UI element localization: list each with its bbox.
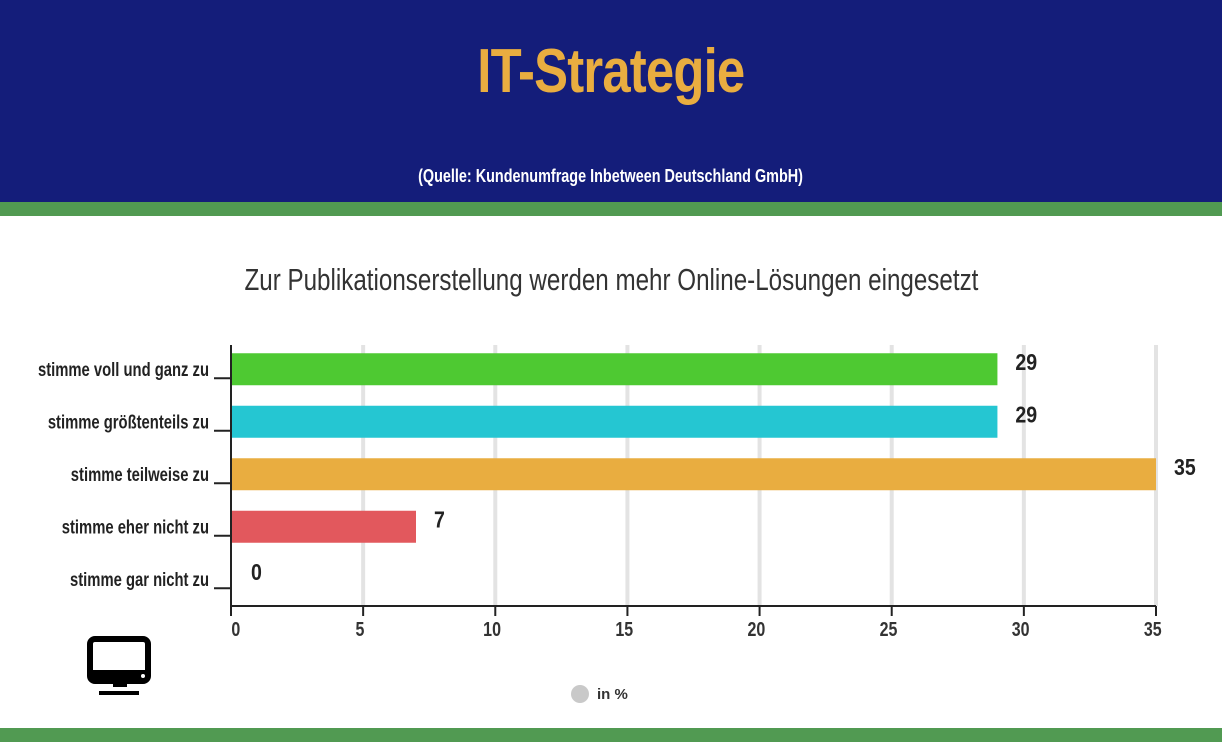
- data-label: 29: [1015, 350, 1037, 376]
- y-tick-label: stimme teilweise zu: [71, 465, 209, 486]
- data-label: 29: [1015, 402, 1037, 428]
- data-label: 35: [1174, 455, 1196, 481]
- x-tick-label: 30: [1012, 618, 1030, 640]
- monitor-icon: [87, 636, 151, 695]
- x-tick-label: 10: [483, 618, 501, 640]
- footer-band: [0, 728, 1222, 742]
- data-label: 0: [251, 560, 262, 586]
- bar: [231, 510, 416, 543]
- bar: [231, 353, 998, 386]
- legend-label: in %: [597, 685, 628, 703]
- chart-title: Zur Publikationserstellung werden mehr O…: [244, 262, 978, 297]
- y-tick-label: stimme voll und ganz zu: [38, 360, 209, 381]
- header: [0, 0, 1222, 202]
- y-tick-label: stimme größtenteils zu: [48, 412, 209, 433]
- legend-swatch: [571, 685, 589, 703]
- y-tick-label: stimme gar nicht zu: [70, 570, 209, 591]
- source-note: (Quelle: Kundenumfrage Inbetween Deutsch…: [418, 166, 804, 186]
- x-tick-label: 20: [747, 618, 765, 640]
- x-tick-label: 35: [1144, 618, 1162, 640]
- header-band: [0, 202, 1222, 216]
- x-tick-label: 5: [355, 618, 364, 640]
- bar: [231, 405, 998, 438]
- data-label: 7: [434, 507, 445, 533]
- x-tick-label: 0: [231, 618, 240, 640]
- page-title: IT-Strategie: [477, 37, 745, 106]
- y-tick-label: stimme eher nicht zu: [62, 517, 209, 538]
- legend[interactable]: in %: [571, 685, 628, 703]
- x-tick-label: 15: [615, 618, 633, 640]
- bar: [231, 458, 1156, 491]
- x-tick-label: 25: [880, 618, 898, 640]
